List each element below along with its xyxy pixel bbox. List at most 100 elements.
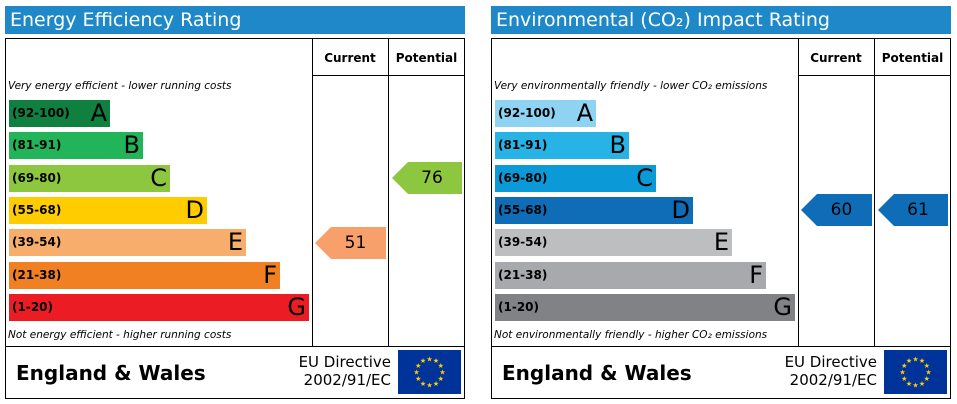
rating-bar-b: (81-91) B xyxy=(9,131,143,160)
eu-flag-icon: ★ ★ ★ ★ ★ ★ ★ ★ ★ ★ ★ ★ xyxy=(884,350,947,394)
potential-rating-value: 61 xyxy=(907,200,929,221)
band-range-label: (1-20) xyxy=(12,299,53,314)
current-rating-value: 51 xyxy=(344,232,367,253)
eu-star-icon: ★ xyxy=(906,380,912,388)
rating-bar-g: (1-20) G xyxy=(9,292,309,321)
band-range-label: (55-68) xyxy=(12,202,62,217)
band-range-label: (21-38) xyxy=(498,267,548,282)
eu-star-icon: ★ xyxy=(420,380,426,388)
eu-star-icon: ★ xyxy=(438,362,444,370)
band-letter: F xyxy=(749,260,763,289)
band-range-label: (69-80) xyxy=(12,170,62,185)
eu-star-icon: ★ xyxy=(901,375,907,383)
band-letter: D xyxy=(671,195,690,224)
environmental-impact-title: Environmental (CO₂) Impact Rating xyxy=(491,6,951,34)
eu-star-icon: ★ xyxy=(433,357,439,365)
band-letter: A xyxy=(576,99,593,127)
band-letter: C xyxy=(636,163,653,192)
rating-bar-b: (81-91) B xyxy=(495,131,629,160)
eu-star-icon: ★ xyxy=(925,369,931,377)
bottom-note: Not energy efficient - higher running co… xyxy=(8,329,232,341)
rating-bar-a: (92-100) A xyxy=(495,100,596,127)
band-letter: G xyxy=(287,292,306,321)
rating-bar-e: (39-54) E xyxy=(9,228,246,257)
eu-star-icon: ★ xyxy=(426,382,432,390)
band-range-label: (92-100) xyxy=(498,106,556,120)
current-arrow-shape xyxy=(315,226,386,259)
eu-star-icon: ★ xyxy=(899,369,905,377)
potential-arrow-shape xyxy=(878,194,948,227)
band-range-label: (1-20) xyxy=(498,299,539,314)
directive-line-1: EU Directive xyxy=(784,353,877,371)
energy-efficiency-title: Energy Efficiency Rating xyxy=(5,6,465,34)
eu-flag-icon: ★ ★ ★ ★ ★ ★ ★ ★ ★ ★ ★ ★ xyxy=(398,350,461,394)
current-rating-value: 60 xyxy=(830,200,853,221)
eu-star-icon: ★ xyxy=(919,380,925,388)
band-range-label: (21-38) xyxy=(12,267,62,282)
band-range-label: (81-91) xyxy=(12,138,62,153)
rating-bar-c: (69-80) C xyxy=(495,163,656,192)
region-label: England & Wales xyxy=(502,361,692,385)
rating-bar-g: (1-20) G xyxy=(495,292,795,321)
band-range-label: (39-54) xyxy=(12,235,62,250)
potential-arrow-shape xyxy=(392,162,462,195)
band-letter: A xyxy=(90,99,107,127)
potential-rating-arrow: 76 xyxy=(392,162,462,195)
band-range-label: (55-68) xyxy=(498,202,548,217)
eu-star-icon: ★ xyxy=(912,356,918,364)
eu-star-icon: ★ xyxy=(426,356,432,364)
eu-star-icon: ★ xyxy=(438,375,444,383)
band-letter: E xyxy=(227,228,243,257)
current-rating-arrow: 60 xyxy=(801,194,872,227)
eu-directive-label: EU Directive 2002/91/EC xyxy=(785,353,877,389)
eu-directive-label: EU Directive 2002/91/EC xyxy=(299,353,391,389)
environmental-impact-frame: Current Potential Very environmentally f… xyxy=(491,38,951,399)
band-letter: G xyxy=(773,292,792,321)
potential-rating-arrow: 61 xyxy=(878,194,948,227)
energy-efficiency-panel: Energy Efficiency Rating Current Potenti… xyxy=(5,6,465,399)
eu-star-icon: ★ xyxy=(919,357,925,365)
directive-line-1: EU Directive xyxy=(298,353,391,371)
eu-star-icon: ★ xyxy=(912,382,918,390)
eu-star-icon: ★ xyxy=(924,375,930,383)
rating-bar-c: (69-80) C xyxy=(9,163,170,192)
eu-star-icon: ★ xyxy=(413,369,419,377)
eu-star-icon: ★ xyxy=(420,357,426,365)
rating-bar-f: (21-38) F xyxy=(495,260,766,289)
energy-efficiency-frame: Current Potential Very energy efficient … xyxy=(5,38,465,399)
environmental-impact-panel: Environmental (CO₂) Impact Rating Curren… xyxy=(491,6,951,399)
band-letter: B xyxy=(609,131,626,160)
potential-column-header: Potential xyxy=(881,51,944,65)
band-range-label: (69-80) xyxy=(498,170,548,185)
top-note: Very energy efficient - lower running co… xyxy=(8,80,232,92)
band-letter: C xyxy=(150,163,167,192)
band-letter: F xyxy=(263,260,277,289)
eu-star-icon: ★ xyxy=(415,375,421,383)
potential-rating-value: 76 xyxy=(421,168,443,189)
current-rating-arrow: 51 xyxy=(315,226,386,259)
directive-line-2: 2002/91/EC xyxy=(789,371,877,389)
eu-star-icon: ★ xyxy=(439,369,445,377)
band-range-label: (39-54) xyxy=(498,235,548,250)
band-letter: E xyxy=(713,228,729,257)
rating-bar-e: (39-54) E xyxy=(495,228,732,257)
potential-column-header: Potential xyxy=(395,51,458,65)
top-note: Very environmentally friendly - lower CO… xyxy=(494,80,768,92)
rating-bar-d: (55-68) D xyxy=(9,195,207,224)
eu-star-icon: ★ xyxy=(415,362,421,370)
eu-star-icon: ★ xyxy=(433,380,439,388)
band-letter: D xyxy=(185,195,204,224)
rating-bar-d: (55-68) D xyxy=(495,195,693,224)
rating-bar-f: (21-38) F xyxy=(9,260,280,289)
band-letter: B xyxy=(123,131,140,160)
band-range-label: (81-91) xyxy=(498,138,548,153)
current-column-header: Current xyxy=(324,51,376,65)
eu-star-icon: ★ xyxy=(906,357,912,365)
region-label: England & Wales xyxy=(16,361,206,385)
bottom-note: Not environmentally friendly - higher CO… xyxy=(494,329,768,341)
current-column-header: Current xyxy=(810,51,862,65)
rating-bar-a: (92-100) A xyxy=(9,100,110,127)
directive-line-2: 2002/91/EC xyxy=(303,371,391,389)
current-arrow-shape xyxy=(801,194,872,227)
band-range-label: (92-100) xyxy=(12,106,70,120)
